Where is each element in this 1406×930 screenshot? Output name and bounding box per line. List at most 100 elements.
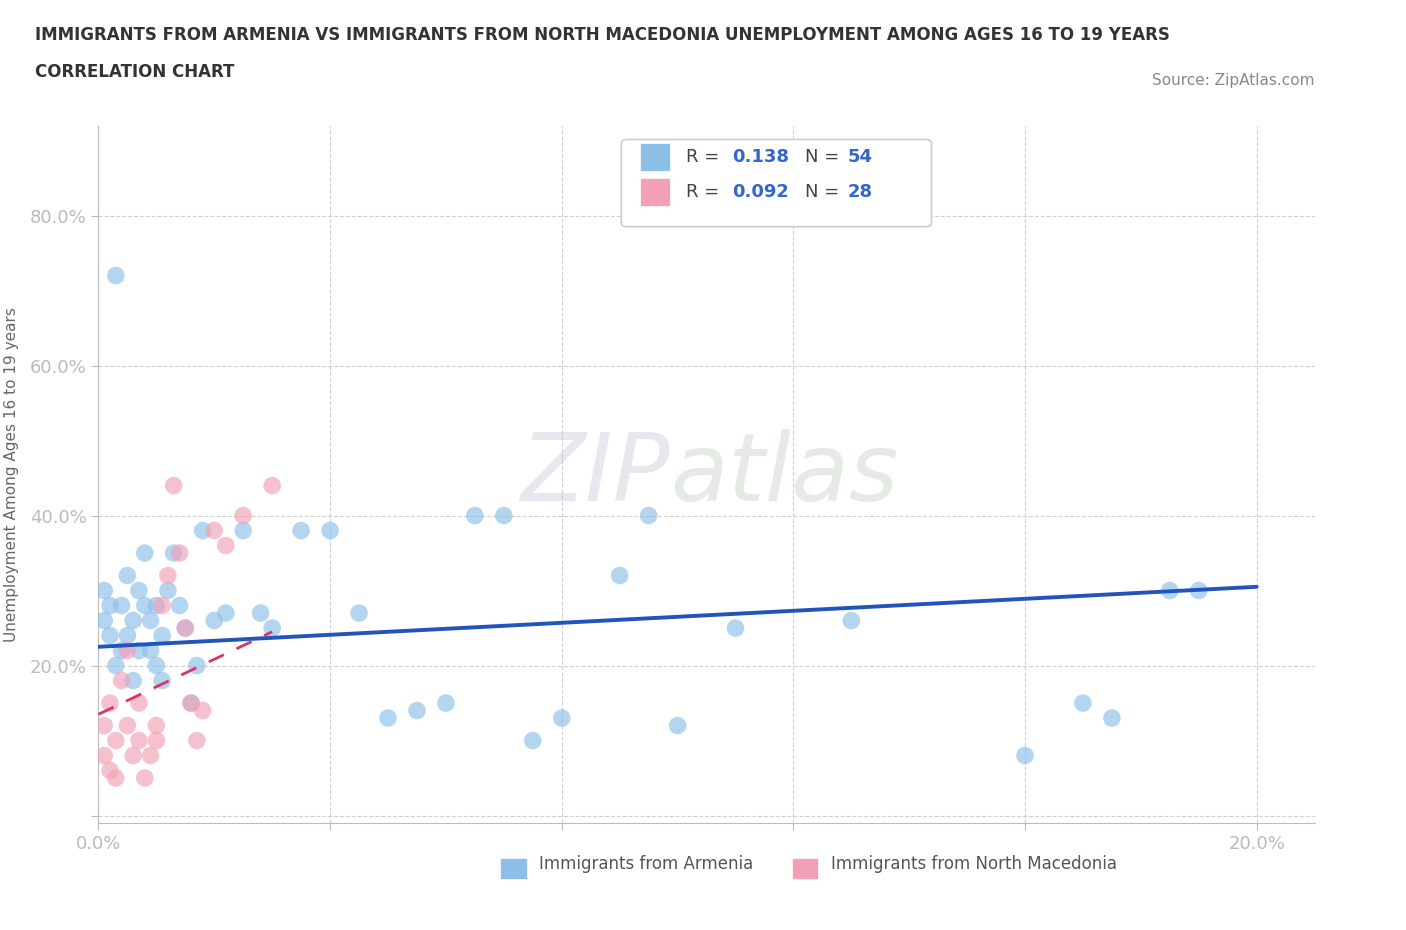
- Point: [180, 696, 202, 711]
- Point: [98, 696, 121, 711]
- Point: [262, 478, 284, 493]
- Bar: [499, 857, 526, 879]
- Point: [122, 673, 145, 688]
- Y-axis label: Unemployment Among Ages 16 to 19 years: Unemployment Among Ages 16 to 19 years: [4, 307, 18, 642]
- Point: [110, 598, 132, 613]
- Point: [839, 613, 862, 628]
- Point: [163, 478, 186, 493]
- Point: [186, 733, 208, 748]
- Point: [163, 546, 186, 561]
- Point: [492, 508, 515, 523]
- Point: [186, 658, 208, 673]
- Point: [117, 644, 139, 658]
- Point: [262, 620, 284, 635]
- Point: [145, 598, 167, 613]
- Point: [145, 658, 167, 673]
- Point: [110, 644, 132, 658]
- Text: CORRELATION CHART: CORRELATION CHART: [35, 63, 235, 81]
- Point: [150, 628, 173, 643]
- Point: [174, 620, 197, 635]
- Text: R =: R =: [686, 183, 725, 201]
- Point: [134, 546, 156, 561]
- Point: [117, 718, 139, 733]
- Point: [551, 711, 574, 725]
- Point: [122, 748, 145, 763]
- Point: [128, 696, 150, 711]
- Point: [406, 703, 429, 718]
- Text: atlas: atlas: [671, 429, 898, 520]
- Point: [191, 703, 214, 718]
- Point: [249, 605, 271, 620]
- Text: 0.092: 0.092: [733, 183, 789, 201]
- Point: [434, 696, 457, 711]
- Point: [347, 605, 370, 620]
- Point: [134, 771, 156, 786]
- Point: [666, 718, 689, 733]
- Point: [139, 748, 162, 763]
- Point: [191, 523, 214, 538]
- Point: [128, 733, 150, 748]
- Point: [104, 771, 127, 786]
- Point: [180, 696, 202, 711]
- Point: [1071, 696, 1094, 711]
- Point: [464, 508, 486, 523]
- Point: [104, 658, 127, 673]
- Text: Immigrants from Armenia: Immigrants from Armenia: [538, 856, 754, 873]
- Point: [139, 613, 162, 628]
- Point: [724, 620, 747, 635]
- FancyBboxPatch shape: [621, 140, 932, 227]
- Text: ZIP: ZIP: [520, 429, 671, 520]
- Point: [93, 718, 115, 733]
- Point: [1101, 711, 1123, 725]
- Point: [145, 718, 167, 733]
- Point: [104, 733, 127, 748]
- Point: [1014, 748, 1036, 763]
- Point: [117, 628, 139, 643]
- Point: [104, 268, 127, 283]
- Text: 28: 28: [848, 183, 873, 201]
- Point: [377, 711, 399, 725]
- Point: [93, 583, 115, 598]
- Point: [319, 523, 342, 538]
- Point: [93, 748, 115, 763]
- Point: [1159, 583, 1181, 598]
- Point: [150, 598, 173, 613]
- Point: [215, 605, 238, 620]
- Text: IMMIGRANTS FROM ARMENIA VS IMMIGRANTS FROM NORTH MACEDONIA UNEMPLOYMENT AMONG AG: IMMIGRANTS FROM ARMENIA VS IMMIGRANTS FR…: [35, 26, 1170, 44]
- Text: 54: 54: [848, 148, 873, 166]
- Point: [98, 764, 121, 778]
- Text: Source: ZipAtlas.com: Source: ZipAtlas.com: [1152, 73, 1315, 88]
- Point: [128, 644, 150, 658]
- Point: [174, 620, 197, 635]
- Point: [122, 613, 145, 628]
- Point: [145, 733, 167, 748]
- Point: [637, 508, 659, 523]
- Bar: [792, 857, 818, 879]
- Text: R =: R =: [686, 148, 725, 166]
- Point: [202, 613, 225, 628]
- Point: [128, 583, 150, 598]
- Point: [1188, 583, 1211, 598]
- Point: [215, 538, 238, 553]
- Point: [232, 523, 254, 538]
- Point: [169, 546, 191, 561]
- Point: [98, 628, 121, 643]
- Point: [522, 733, 544, 748]
- Point: [150, 673, 173, 688]
- Point: [139, 644, 162, 658]
- Text: 0.138: 0.138: [733, 148, 789, 166]
- Text: N =: N =: [806, 183, 845, 201]
- Point: [134, 598, 156, 613]
- Bar: [640, 178, 671, 206]
- Point: [156, 583, 179, 598]
- Point: [93, 613, 115, 628]
- Point: [110, 673, 132, 688]
- Text: Immigrants from North Macedonia: Immigrants from North Macedonia: [831, 856, 1116, 873]
- Point: [232, 508, 254, 523]
- Point: [290, 523, 312, 538]
- Point: [609, 568, 631, 583]
- Point: [117, 568, 139, 583]
- Bar: [640, 143, 671, 171]
- Point: [202, 523, 225, 538]
- Text: N =: N =: [806, 148, 845, 166]
